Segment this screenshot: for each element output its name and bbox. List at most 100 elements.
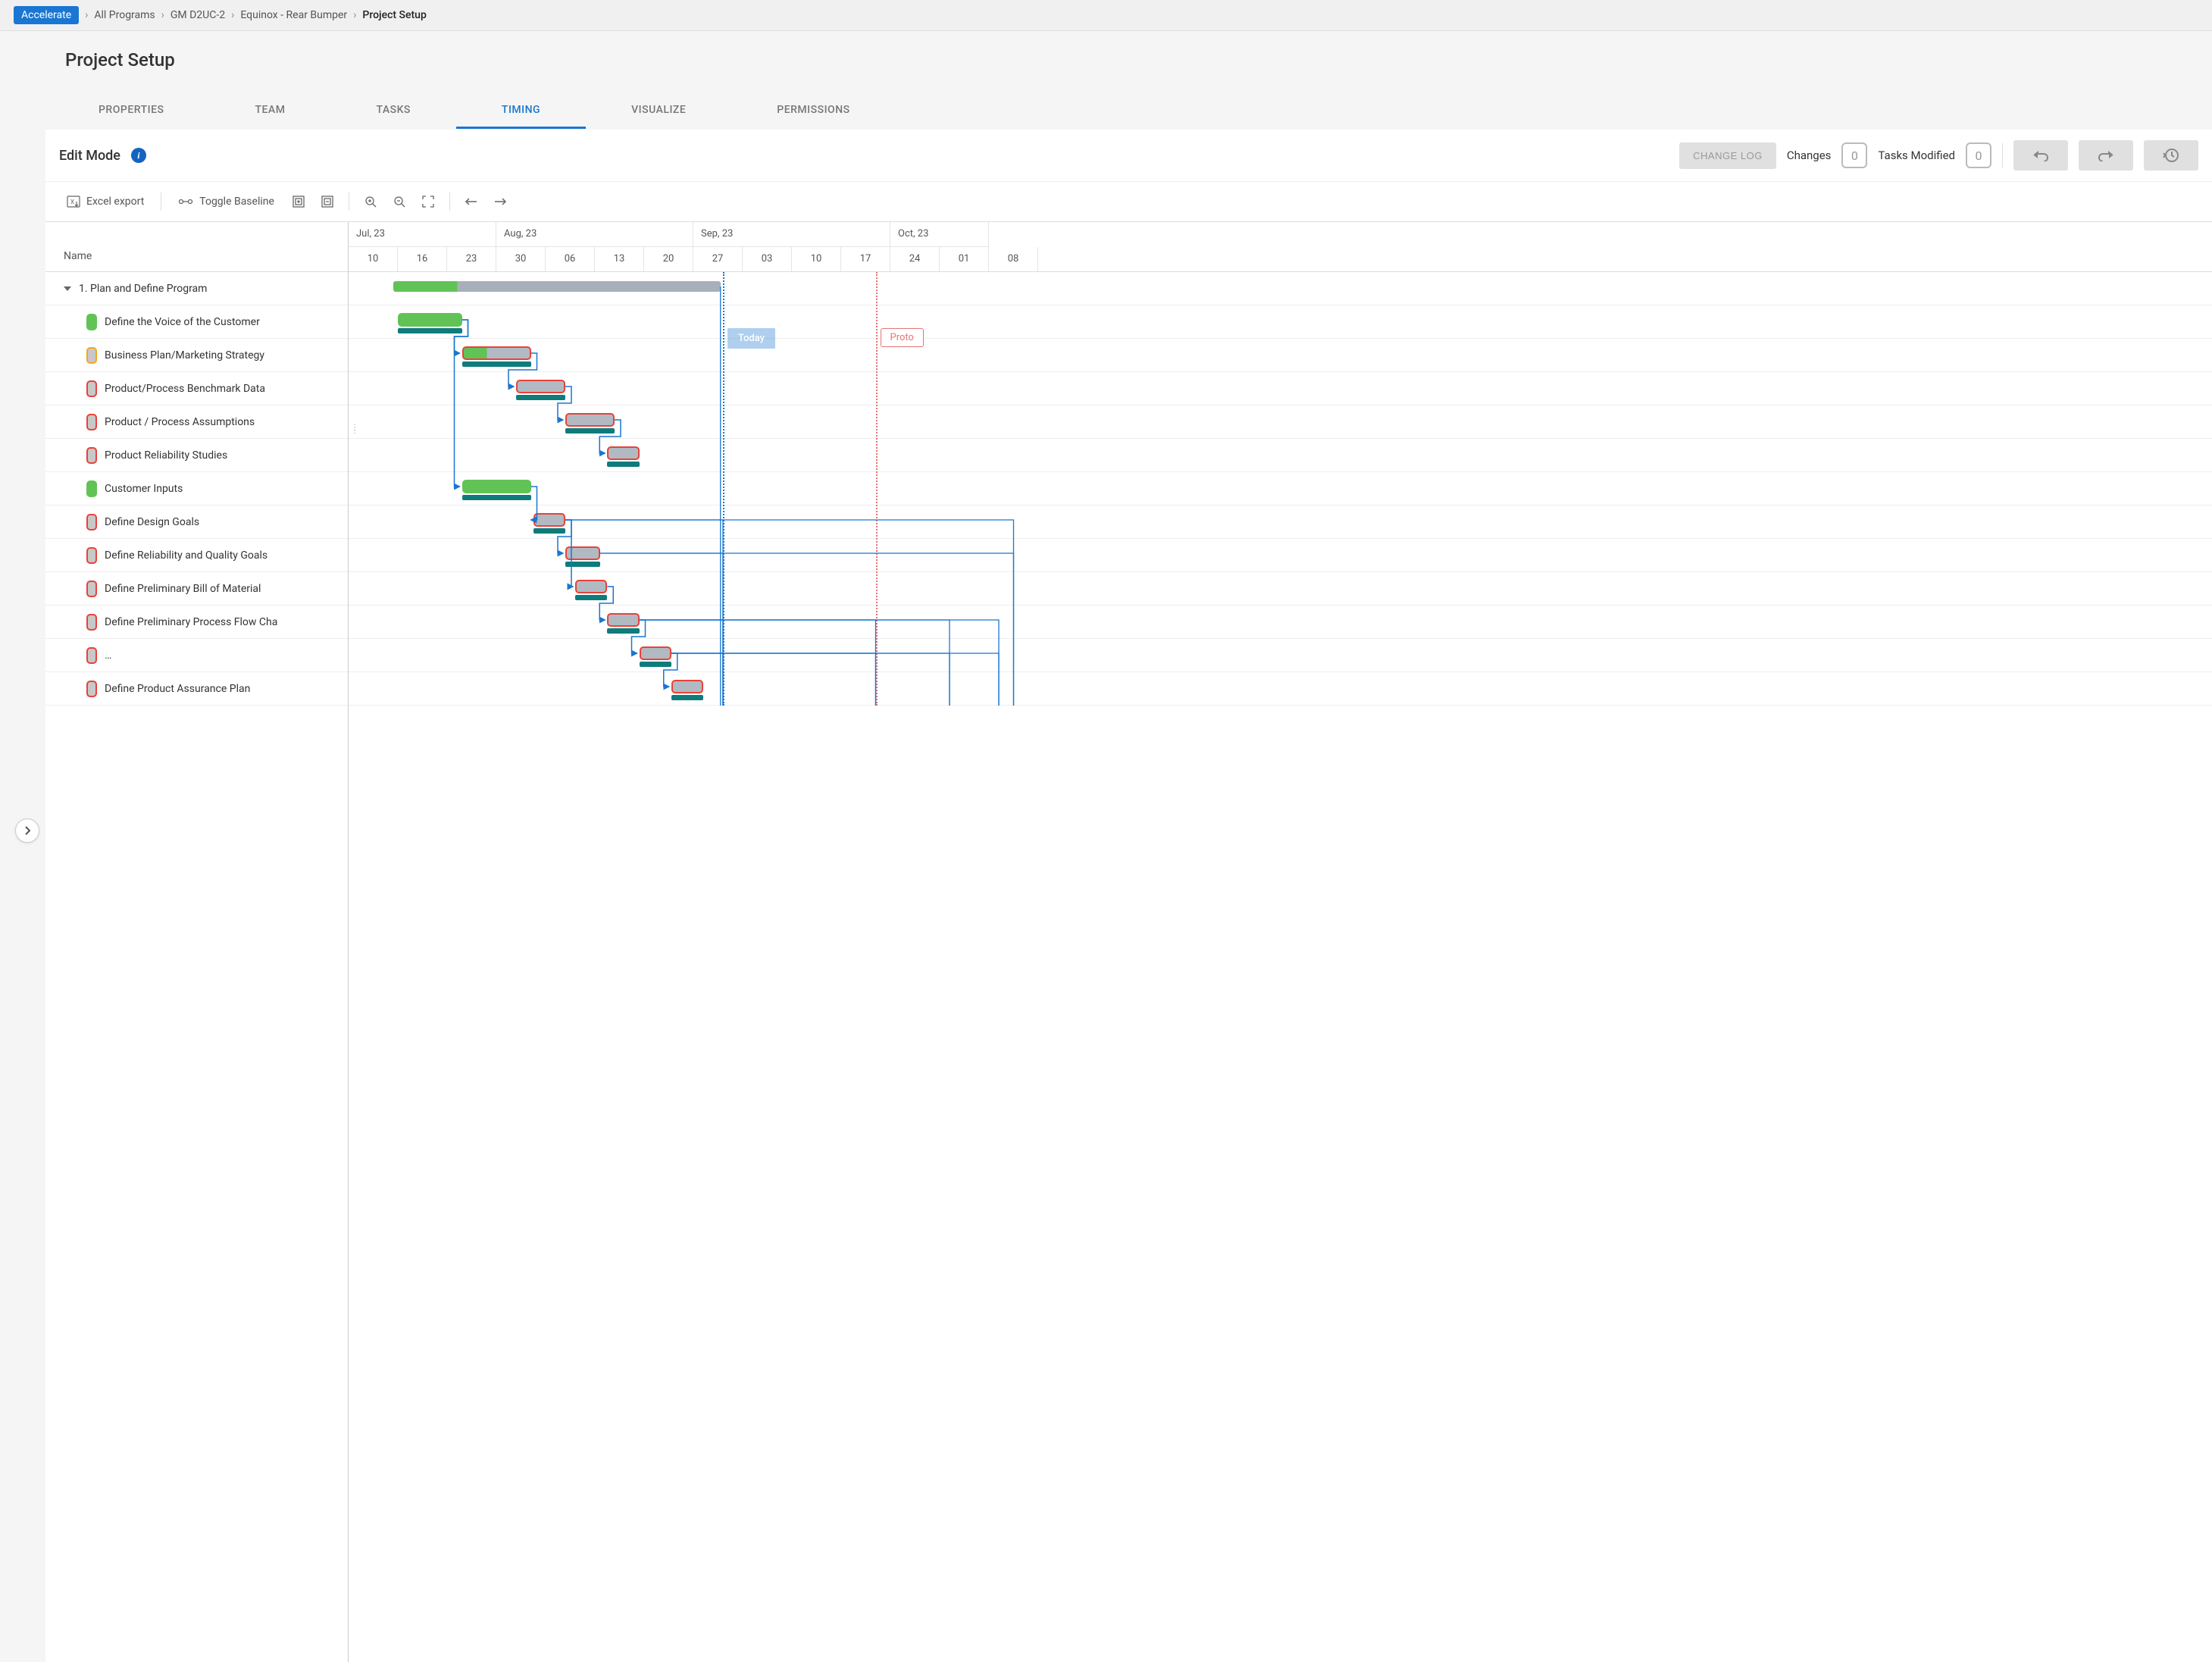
zoom-in-button[interactable] bbox=[358, 189, 383, 214]
task-name-label: Define Product Assurance Plan bbox=[105, 683, 250, 695]
history-button[interactable] bbox=[2144, 140, 2198, 171]
expand-sidebar-button[interactable] bbox=[15, 818, 39, 843]
timeline-body[interactable]: TodayProto bbox=[349, 272, 2212, 706]
gantt-task-bar[interactable] bbox=[607, 613, 639, 627]
undo-button[interactable] bbox=[2013, 140, 2068, 171]
gantt-task-bar[interactable] bbox=[640, 646, 671, 660]
zoom-out-button[interactable] bbox=[387, 189, 411, 214]
timeline-panel[interactable]: ⋮⋮⋮⋮ Jul, 23Aug, 23Sep, 23Oct, 23 101623… bbox=[349, 222, 2212, 1662]
page-header: Project Setup bbox=[0, 31, 2212, 80]
timeline-row[interactable] bbox=[349, 339, 2212, 372]
task-row[interactable]: Business Plan/Marketing Strategy bbox=[45, 339, 348, 372]
timeline-row[interactable] bbox=[349, 405, 2212, 439]
zoom-fit-button[interactable] bbox=[416, 189, 440, 214]
gantt-baseline-bar bbox=[640, 662, 671, 667]
task-row[interactable]: Define Reliability and Quality Goals bbox=[45, 539, 348, 572]
gantt-task-bar[interactable] bbox=[516, 380, 565, 393]
info-icon[interactable]: i bbox=[131, 148, 146, 163]
month-header: Jul, 23 bbox=[349, 222, 496, 247]
today-line bbox=[723, 272, 724, 706]
timeline-row[interactable] bbox=[349, 305, 2212, 339]
timeline-row[interactable] bbox=[349, 372, 2212, 405]
excel-export-button[interactable]: X Excel export bbox=[59, 190, 152, 213]
timeline-row[interactable] bbox=[349, 572, 2212, 606]
gantt-task-bar[interactable] bbox=[671, 680, 703, 693]
tab-team[interactable]: TEAM bbox=[209, 93, 330, 129]
expand-all-button[interactable] bbox=[315, 189, 339, 214]
tab-visualize[interactable]: VISUALIZE bbox=[586, 93, 731, 129]
day-header: 17 bbox=[841, 247, 890, 272]
timeline-row[interactable] bbox=[349, 272, 2212, 305]
gantt-summary-bar[interactable] bbox=[393, 281, 721, 292]
day-header: 24 bbox=[890, 247, 940, 272]
task-row[interactable]: Product / Process Assumptions bbox=[45, 405, 348, 439]
gantt-baseline-bar bbox=[516, 395, 565, 400]
scroll-right-button[interactable] bbox=[488, 189, 512, 214]
status-icon bbox=[86, 380, 97, 397]
gantt-baseline-bar bbox=[607, 628, 639, 634]
task-row[interactable]: Customer Inputs bbox=[45, 472, 348, 505]
changes-count: 0 bbox=[1841, 142, 1867, 168]
page-title: Project Setup bbox=[65, 49, 2160, 70]
breadcrumb-item[interactable]: GM D2UC-2 bbox=[171, 9, 225, 21]
task-row[interactable]: Define Preliminary Bill of Material bbox=[45, 572, 348, 606]
toggle-baseline-button[interactable]: Toggle Baseline bbox=[171, 191, 282, 212]
status-icon bbox=[86, 447, 97, 464]
day-header: 23 bbox=[447, 247, 496, 272]
gantt-task-bar[interactable] bbox=[398, 313, 462, 327]
milestone-line bbox=[876, 272, 878, 706]
status-icon bbox=[86, 480, 97, 497]
timeline-row[interactable] bbox=[349, 472, 2212, 505]
timeline-row[interactable] bbox=[349, 606, 2212, 639]
tasks-modified-label: Tasks Modified bbox=[1878, 149, 1955, 162]
timeline-row[interactable] bbox=[349, 639, 2212, 672]
scroll-left-button[interactable] bbox=[459, 189, 483, 214]
breadcrumb-item[interactable]: Equinox - Rear Bumper bbox=[240, 9, 347, 21]
task-row[interactable]: Define the Voice of the Customer bbox=[45, 305, 348, 339]
gantt-baseline-bar bbox=[398, 328, 462, 333]
breadcrumb-item[interactable]: All Programs bbox=[94, 9, 155, 21]
gantt-chart: Name 1. Plan and Define ProgramDefine th… bbox=[45, 222, 2212, 1662]
gantt-baseline-bar bbox=[533, 528, 565, 534]
change-log-button[interactable]: CHANGE LOG bbox=[1679, 142, 1776, 169]
collapse-all-button[interactable] bbox=[286, 189, 311, 214]
day-header: 03 bbox=[743, 247, 792, 272]
gantt-task-bar[interactable] bbox=[533, 513, 565, 527]
task-row[interactable]: … bbox=[45, 639, 348, 672]
tab-tasks[interactable]: TASKS bbox=[330, 93, 455, 129]
gantt-task-bar[interactable] bbox=[565, 546, 600, 560]
gantt-task-bar[interactable] bbox=[565, 413, 615, 427]
gantt-task-bar[interactable] bbox=[462, 480, 531, 493]
day-header: 20 bbox=[644, 247, 693, 272]
tab-properties[interactable]: PROPERTIES bbox=[53, 93, 209, 129]
task-name-label: Product/Process Benchmark Data bbox=[105, 383, 265, 395]
timeline-row[interactable] bbox=[349, 539, 2212, 572]
task-row[interactable]: Define Preliminary Process Flow Cha bbox=[45, 606, 348, 639]
collapse-caret-icon[interactable] bbox=[64, 286, 71, 291]
redo-button[interactable] bbox=[2079, 140, 2133, 171]
task-row[interactable]: Product/Process Benchmark Data bbox=[45, 372, 348, 405]
task-row[interactable]: Product Reliability Studies bbox=[45, 439, 348, 472]
tasks-modified-count: 0 bbox=[1966, 142, 1991, 168]
gantt-task-bar[interactable] bbox=[575, 580, 607, 593]
gantt-task-bar[interactable] bbox=[462, 346, 531, 360]
chevron-right-icon: › bbox=[231, 9, 234, 21]
task-name-label: Define Reliability and Quality Goals bbox=[105, 549, 268, 562]
tab-timing[interactable]: TIMING bbox=[456, 93, 586, 129]
task-row[interactable]: Define Product Assurance Plan bbox=[45, 672, 348, 706]
gantt-task-bar[interactable] bbox=[607, 446, 639, 460]
name-column-header: Name bbox=[64, 250, 92, 262]
timeline-row[interactable] bbox=[349, 672, 2212, 706]
tab-permissions[interactable]: PERMISSIONS bbox=[731, 93, 895, 129]
task-row[interactable]: 1. Plan and Define Program bbox=[45, 272, 348, 305]
timeline-header: Jul, 23Aug, 23Sep, 23Oct, 23 10162330061… bbox=[349, 222, 2212, 272]
month-header: Oct, 23 bbox=[890, 222, 989, 247]
timeline-row[interactable] bbox=[349, 439, 2212, 472]
edit-mode-bar: Edit Mode i CHANGE LOG Changes 0 Tasks M… bbox=[45, 130, 2212, 182]
today-badge: Today bbox=[727, 328, 775, 349]
task-row[interactable]: Define Design Goals bbox=[45, 505, 348, 539]
brand-badge[interactable]: Accelerate bbox=[14, 6, 79, 24]
timeline-row[interactable] bbox=[349, 505, 2212, 539]
task-name-label: Product Reliability Studies bbox=[105, 449, 227, 462]
task-name-label: Define Preliminary Process Flow Cha bbox=[105, 616, 277, 628]
